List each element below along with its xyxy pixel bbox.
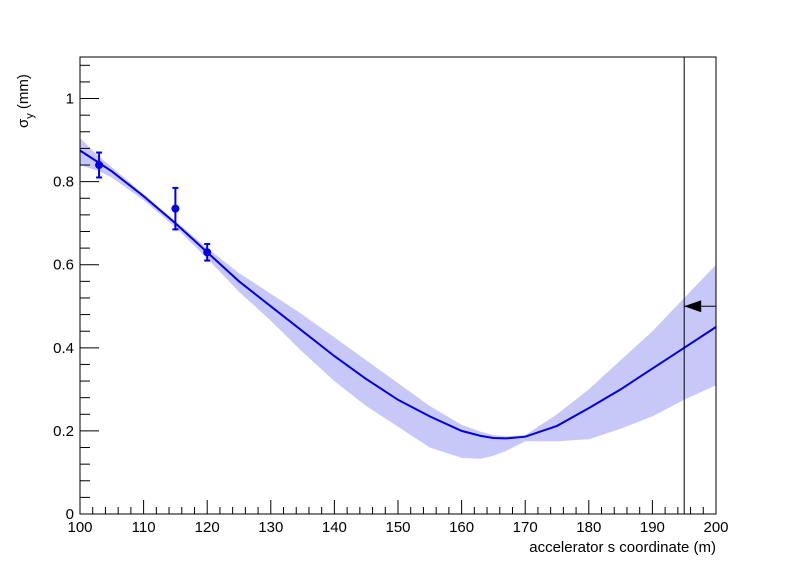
y-tick-label: 0.4 [53, 340, 74, 357]
arrow-head [684, 300, 702, 313]
marker-layer [683, 57, 716, 514]
y-tick-label: 0 [66, 506, 74, 523]
data-point [203, 248, 212, 257]
y-tick-label: 0.2 [53, 423, 74, 440]
y-tick-label: 1 [66, 91, 74, 108]
x-tick-label: 100 [67, 519, 92, 536]
x-tick-label: 140 [322, 519, 347, 536]
data-points-layer [95, 151, 212, 262]
x-tick-label: 130 [258, 519, 283, 536]
axes-layer: 100 110 120 130 140 150 160 170 180 190 200 0 0.2 0.4… [53, 64, 729, 536]
data-point [171, 204, 180, 213]
y-axis-title-subscript: y [24, 113, 36, 119]
y-axis-title-unit: (mm) [15, 74, 32, 113]
fit-line [79, 149, 717, 440]
x-tick-label: 190 [640, 519, 665, 536]
x-tick-label: 170 [513, 519, 538, 536]
x-tick-label: 120 [195, 519, 220, 536]
y-axis-title-sigma: σ [15, 118, 32, 128]
error-band-layer [80, 138, 716, 459]
x-tick-label: 110 [132, 519, 156, 536]
x-tick-label: 150 [385, 519, 410, 536]
x-tick-label: 160 [449, 519, 474, 536]
data-point [95, 161, 104, 170]
y-tick-label: 0.6 [53, 257, 74, 274]
x-axis-title: accelerator s coordinate (m) [529, 539, 716, 556]
x-tick-label: 200 [703, 519, 728, 536]
x-tick-label: 180 [576, 519, 601, 536]
fit-line-layer [79, 149, 717, 440]
y-axis-title: σy (mm) [15, 74, 36, 128]
y-tick-label: 0.8 [53, 174, 74, 191]
error-band [80, 138, 716, 459]
